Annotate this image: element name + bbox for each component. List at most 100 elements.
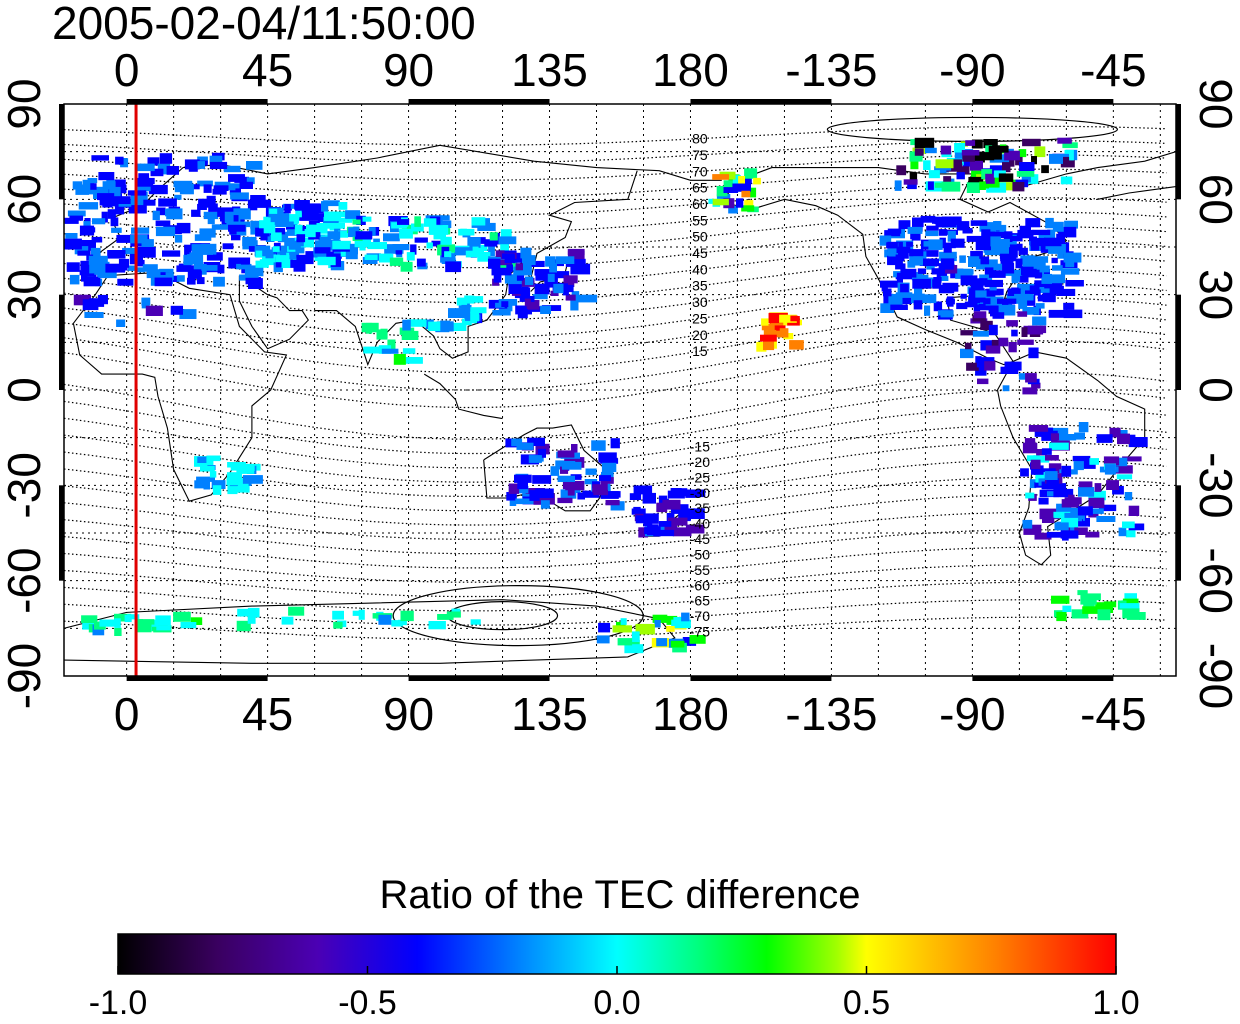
tec-cell [1088, 511, 1099, 518]
tec-cell [1124, 593, 1137, 599]
tec-cell [681, 612, 690, 622]
tec-cell [1106, 480, 1119, 490]
tec-cell [744, 168, 758, 179]
tec-cell [230, 465, 247, 471]
tec-cell [209, 471, 217, 478]
tec-cell [349, 243, 358, 255]
tec-cell [263, 224, 276, 234]
tec-cell [423, 218, 437, 227]
tec-cell [940, 275, 949, 281]
tec-cell [1060, 176, 1073, 185]
tec-cell [464, 295, 475, 304]
tec-cell [678, 504, 689, 515]
tec-cell [779, 328, 789, 338]
tec-cell [435, 323, 450, 333]
tec-cell [314, 247, 331, 254]
tec-cell [990, 306, 1002, 317]
contour-label: 20 [692, 327, 708, 343]
tec-cell [903, 179, 918, 185]
tec-cell [1015, 156, 1023, 166]
tec-cell [741, 190, 751, 198]
x-tick-label-top: 180 [652, 44, 729, 96]
tec-cell [245, 177, 255, 185]
tec-cell [493, 259, 512, 266]
tec-cell [975, 290, 987, 298]
contour-label: 40 [692, 261, 708, 277]
tec-cell [511, 438, 523, 447]
tec-cell [89, 186, 109, 194]
tec-cell [741, 205, 755, 212]
tec-cell [962, 228, 973, 234]
tec-cell [274, 221, 294, 228]
tec-cell [925, 230, 939, 237]
tec-cell [672, 642, 687, 653]
tec-cell [236, 263, 252, 270]
tec-cell [985, 345, 1001, 354]
tec-cell [1041, 165, 1049, 174]
tec-cell [373, 238, 380, 245]
tec-cell [1063, 309, 1083, 319]
tec-cell [414, 216, 421, 227]
tec-cell [489, 232, 498, 241]
tec-cell [750, 187, 757, 198]
tec-cell [137, 183, 151, 192]
x-tick-label-bottom: 90 [383, 688, 434, 740]
tec-cell [299, 202, 310, 209]
tec-cell [938, 284, 955, 294]
tec-cell [1074, 432, 1085, 440]
tec-cell [444, 251, 452, 258]
tec-cell [534, 269, 551, 276]
tec-cell [943, 243, 952, 253]
tec-cell [894, 180, 902, 191]
tec-cell [227, 472, 242, 483]
x-axis-bottom-ticks: 0 45 90 135 180 -135 -90 -45 [114, 688, 1147, 740]
tec-cell [1015, 258, 1023, 269]
tec-cell [1058, 226, 1077, 238]
tec-cell [222, 243, 234, 250]
tec-cell [67, 210, 86, 217]
contour-label: 15 [692, 343, 708, 359]
tec-cell [988, 324, 998, 336]
tec-cell [362, 256, 378, 264]
contour-label: -50 [690, 546, 710, 562]
colorbar-tick-label: 0.0 [593, 984, 640, 1022]
tec-cell [900, 283, 909, 293]
tec-cell [206, 455, 221, 462]
tec-cell [340, 211, 350, 217]
tec-cell [969, 258, 983, 266]
tec-cell [685, 492, 700, 498]
tec-cell [938, 310, 949, 316]
tec-cell [633, 506, 641, 513]
tec-cell [896, 272, 903, 283]
tec-cell [187, 277, 196, 285]
tec-cell [960, 293, 967, 299]
tec-cell [1017, 311, 1028, 317]
tec-cell [977, 378, 989, 385]
tec-cell [179, 309, 197, 319]
tec-cell [458, 228, 475, 236]
tec-cell [136, 247, 156, 258]
y-axis-left-ticks: 90 60 30 0 -30 -60 -90 [0, 78, 50, 709]
tec-cell [98, 272, 107, 278]
tec-cell [124, 615, 132, 623]
tec-cell [909, 151, 923, 162]
tec-cell [960, 275, 978, 286]
tec-cell [1031, 156, 1037, 165]
tec-cell [728, 205, 738, 214]
tec-cell [212, 485, 222, 495]
tec-cell [527, 437, 545, 446]
contour-label: -55 [690, 562, 710, 578]
tec-cell [610, 438, 620, 449]
tec-cell [961, 150, 980, 156]
tec-cell [993, 263, 1007, 271]
tec-cell [440, 236, 452, 245]
tec-cell [1048, 274, 1066, 284]
tec-cell [927, 181, 934, 190]
tec-cell [1056, 612, 1067, 622]
tec-cell [506, 492, 517, 501]
tec-cell [84, 312, 104, 318]
tec-cell [567, 250, 585, 260]
tec-cell [1085, 531, 1100, 538]
tec-cell [880, 280, 899, 288]
tec-cell [947, 230, 956, 242]
